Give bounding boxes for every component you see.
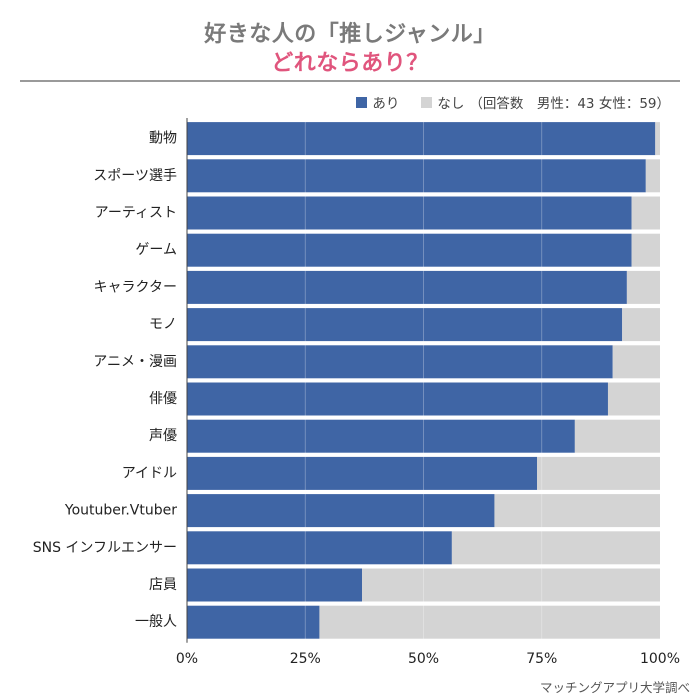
source-credit: マッチングアプリ大学調べ: [539, 680, 690, 695]
bar-yes: [187, 345, 613, 379]
category-label: 声優: [149, 428, 177, 444]
category-label: モノ: [149, 317, 177, 333]
bar-yes: [187, 196, 632, 230]
category-label: 動物: [149, 131, 177, 147]
x-tick-label: 100%: [640, 651, 680, 667]
bar-no: [626, 270, 660, 304]
chart-title-line2: どれならあり？: [271, 51, 429, 76]
bar-yes: [187, 308, 623, 342]
legend-label-yes: あり: [372, 96, 400, 112]
bar-yes: [187, 605, 320, 639]
bar-no: [612, 345, 660, 379]
bar-no: [574, 419, 660, 453]
category-label: 店員: [149, 577, 177, 593]
legend-swatch-yes: [356, 96, 368, 108]
bar-no: [494, 494, 660, 528]
bar-no: [631, 196, 660, 230]
bar-yes: [187, 456, 538, 490]
category-label: 一般人: [135, 614, 177, 630]
bar-yes: [187, 531, 452, 565]
x-tick-label: 75%: [526, 651, 557, 667]
x-tick-label: 25%: [290, 651, 321, 667]
x-tick-label: 0%: [176, 651, 198, 667]
legend-label-no: なし: [437, 96, 465, 112]
bar-no: [319, 605, 660, 639]
category-label: アーティスト: [95, 205, 177, 221]
legend-swatch-no: [421, 96, 433, 108]
bar-no: [451, 531, 660, 565]
bar-yes: [187, 233, 632, 267]
category-label: スポーツ選手: [93, 168, 177, 184]
bar-no: [655, 122, 660, 156]
bar-no: [607, 382, 660, 416]
bar-no: [631, 233, 660, 267]
bar-no: [537, 456, 660, 490]
category-label: 俳優: [149, 391, 177, 407]
bar-no: [362, 568, 660, 602]
category-label: Youtuber.Vtuber: [64, 503, 177, 519]
bar-no: [622, 308, 660, 342]
x-tick-label: 50%: [408, 651, 439, 667]
bar-yes: [187, 494, 495, 528]
chart-legend: あり なし （回答数 男性：43 女性：59）: [356, 92, 670, 112]
bar-no: [645, 159, 660, 193]
bar-yes: [187, 159, 646, 193]
bar-yes: [187, 419, 575, 453]
category-label: キャラクター: [94, 279, 177, 295]
category-label: ゲーム: [135, 242, 177, 258]
category-label: SNS インフルエンサー: [33, 540, 177, 556]
category-label: アイドル: [122, 465, 177, 481]
bar-yes: [187, 382, 608, 416]
bar-yes: [187, 568, 363, 602]
title-divider: [20, 80, 680, 82]
legend-sample-note: （回答数 男性：43 女性：59）: [469, 96, 670, 112]
bar-yes: [187, 270, 627, 304]
bar-yes: [187, 122, 656, 156]
category-label: アニメ・漫画: [93, 354, 177, 370]
chart-title-line1: 好きな人の「推しジャンル」: [204, 22, 496, 47]
